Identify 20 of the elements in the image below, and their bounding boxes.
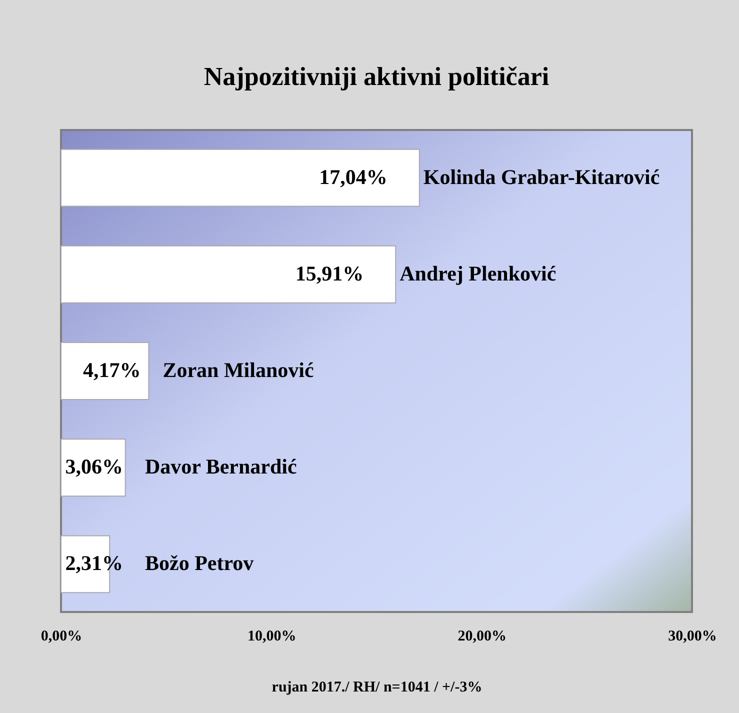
- chart-title: Najpozitivniji aktivni političari: [204, 62, 550, 91]
- y-tick-label: Zoran Milanović: [162, 358, 314, 382]
- y-tick-label: Kolinda Grabar-Kitarović: [423, 164, 660, 189]
- data-label: 4,17%: [82, 358, 141, 382]
- data-label: 2,31%: [65, 551, 123, 576]
- bar: [60, 438, 126, 497]
- y-tick-label: Davor Bernardić: [145, 454, 297, 479]
- x-tick-label: 20,00%: [458, 628, 507, 644]
- y-tick-label: Andrej Plenković: [400, 261, 556, 286]
- bar: [60, 245, 396, 304]
- text: rujan 2017./ RH/ n=1041 / +/-3%: [272, 680, 482, 696]
- bar: [60, 148, 420, 207]
- bar: [60, 342, 150, 400]
- y-tick-label: Božo Petrov: [145, 551, 254, 576]
- data-label: 17,04%: [319, 164, 388, 189]
- x-tick-label: 10,00%: [247, 628, 296, 644]
- data-label: 15,91%: [295, 261, 364, 286]
- x-tick-label: 0,00%: [40, 628, 82, 644]
- x-tick-label: 30,00%: [668, 628, 717, 644]
- data-label: 3,06%: [65, 454, 123, 479]
